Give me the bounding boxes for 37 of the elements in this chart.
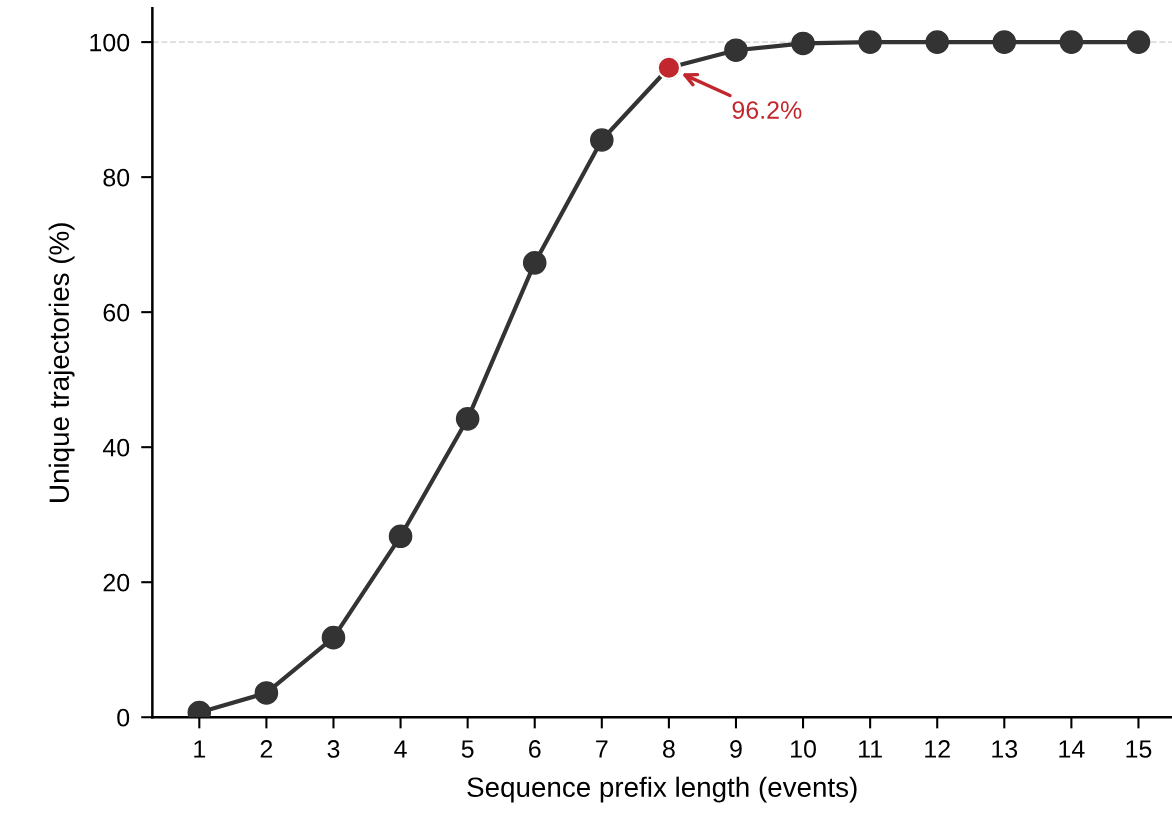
x-tick-label: 8 xyxy=(663,740,675,758)
x-tick-label: 14 xyxy=(1059,740,1085,758)
point xyxy=(455,407,480,431)
point xyxy=(724,38,748,63)
y-tick-label: 40 xyxy=(102,438,130,457)
x-tick-label: 3 xyxy=(327,740,340,758)
x-tick-label: 5 xyxy=(461,740,474,758)
point xyxy=(791,31,815,56)
x-tick-label: 10 xyxy=(791,740,816,758)
point xyxy=(858,30,882,54)
x-tick-label: 1 xyxy=(194,740,206,758)
x-tick-label: 13 xyxy=(992,740,1018,758)
y-tick-label: 20 xyxy=(103,573,130,592)
point xyxy=(321,625,346,650)
annotation: 96.2% xyxy=(732,101,802,119)
y-tick-label: 0 xyxy=(117,708,130,727)
point xyxy=(388,524,413,549)
x-axis-title: Sequence prefix length (events) xyxy=(467,776,857,803)
y-tick-label: 60 xyxy=(103,303,130,322)
x-tick-label: 12 xyxy=(925,740,950,758)
y-tick-label: 100 xyxy=(90,33,130,52)
x-tick-label: 15 xyxy=(1126,740,1152,758)
point xyxy=(522,251,547,275)
x-tick-label: 6 xyxy=(529,740,541,758)
x-tick-label: 2 xyxy=(260,740,273,758)
y-axis-title: Unique trajectories (%) xyxy=(48,223,75,502)
point xyxy=(254,681,279,705)
x-tick-label: 9 xyxy=(730,740,742,758)
point xyxy=(992,30,1017,54)
point xyxy=(925,30,950,54)
x-tick-label: 4 xyxy=(394,740,407,758)
x-tick-label: 11 xyxy=(859,740,882,758)
x-tick-label: 7 xyxy=(596,740,608,758)
point xyxy=(1059,30,1084,54)
y-tick-label: 80 xyxy=(103,168,130,187)
point xyxy=(590,128,614,152)
point xyxy=(1126,30,1151,54)
